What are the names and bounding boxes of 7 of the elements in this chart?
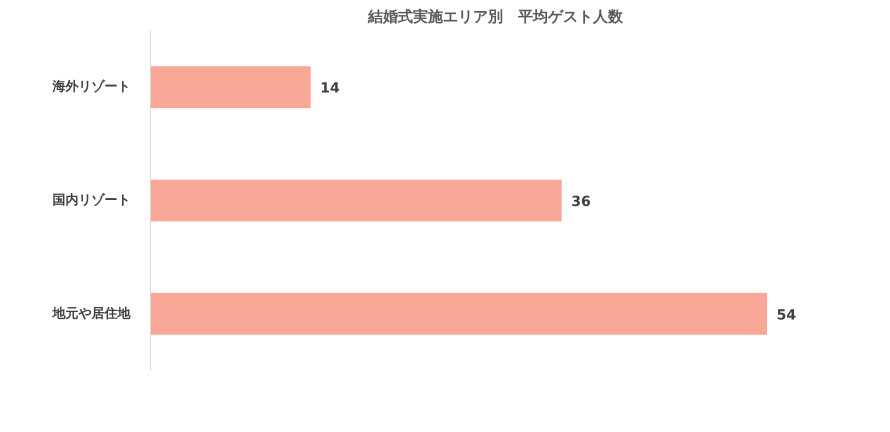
y-tick-label: 国内リゾート	[52, 192, 130, 208]
chart-title: 結婚式実施エリア別 平均ゲスト人数	[367, 8, 624, 26]
data-label: 14	[320, 80, 340, 97]
y-tick-label: 海外リゾート	[52, 78, 130, 95]
data-label: 36	[571, 194, 591, 210]
data-label: 54	[776, 307, 796, 324]
y-tick-label: 地元や居住地	[52, 306, 132, 322]
